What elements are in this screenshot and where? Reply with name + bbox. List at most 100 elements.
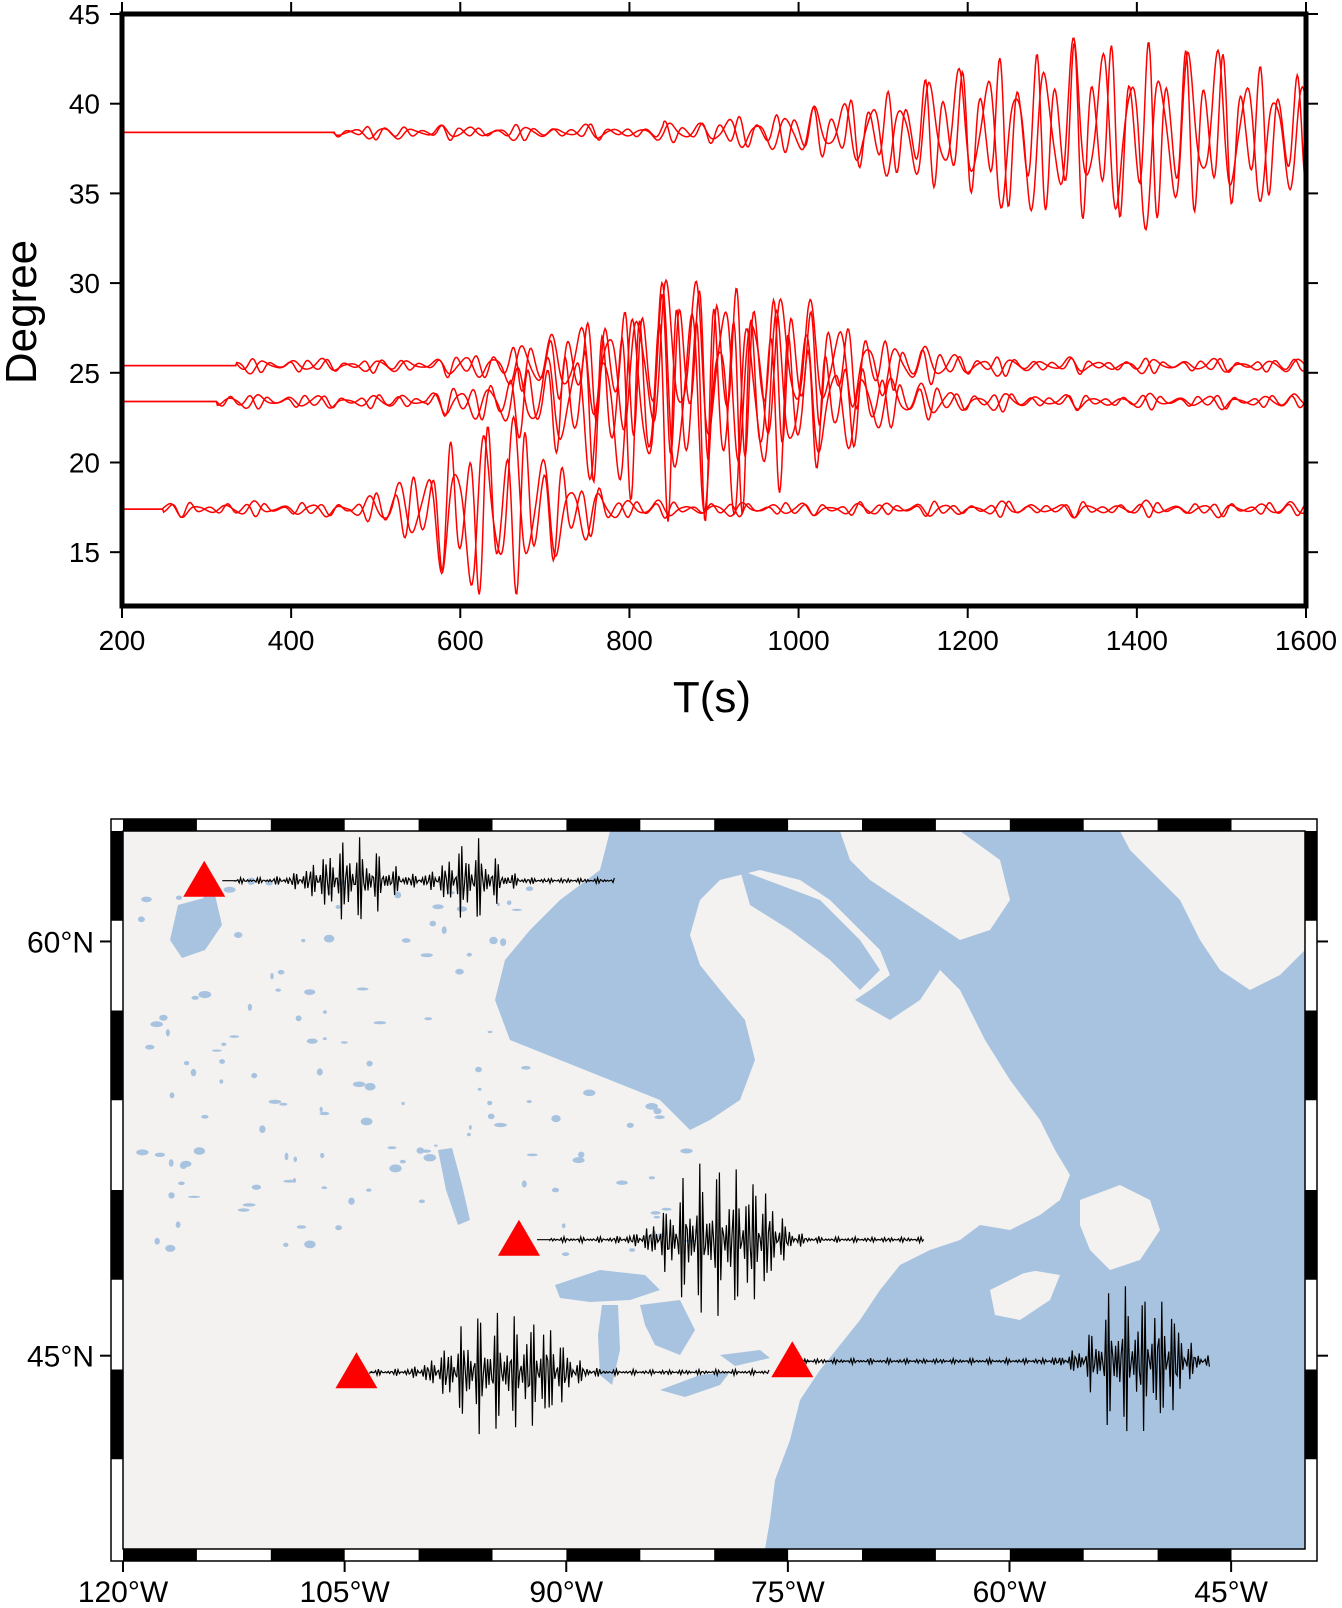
lake bbox=[187, 1195, 201, 1198]
y-tick-label: 35 bbox=[69, 178, 100, 209]
x-axis: 200 400 600 800 1000 1200 1400 1600 bbox=[99, 2, 1337, 656]
lake bbox=[654, 891, 662, 896]
lake bbox=[615, 1047, 623, 1051]
lake bbox=[150, 1021, 163, 1028]
lake bbox=[219, 1059, 226, 1064]
lake bbox=[424, 1017, 433, 1021]
lake bbox=[348, 1197, 355, 1205]
lake bbox=[201, 1114, 209, 1119]
lake bbox=[293, 1156, 298, 1163]
lake bbox=[175, 895, 183, 900]
lake bbox=[366, 1188, 372, 1192]
lake bbox=[500, 938, 507, 947]
lake bbox=[191, 995, 199, 1000]
frame-segment bbox=[862, 1549, 936, 1561]
lake bbox=[159, 1014, 168, 1021]
lake bbox=[141, 896, 152, 903]
lake bbox=[648, 1176, 656, 1180]
lake bbox=[321, 1186, 328, 1190]
lake bbox=[418, 1199, 425, 1204]
frame-segment bbox=[1305, 1010, 1317, 1101]
seismic-trace bbox=[122, 287, 1306, 460]
lake bbox=[521, 1180, 527, 1188]
lake bbox=[179, 1162, 188, 1169]
lake bbox=[432, 904, 444, 910]
nova-scotia bbox=[990, 1270, 1060, 1320]
lake bbox=[319, 1106, 323, 1113]
lake bbox=[624, 937, 633, 944]
frame-segment bbox=[123, 819, 197, 831]
lake bbox=[352, 1081, 366, 1088]
lake bbox=[183, 1061, 190, 1066]
lake bbox=[319, 1111, 330, 1116]
lake bbox=[145, 1044, 155, 1050]
lake bbox=[168, 1192, 175, 1199]
lake bbox=[661, 1207, 672, 1211]
map-seismogram bbox=[537, 1163, 925, 1316]
frame-segment bbox=[566, 819, 641, 831]
lake bbox=[399, 1159, 406, 1164]
frame-segment bbox=[1009, 1549, 1084, 1561]
lake bbox=[477, 1087, 482, 1091]
lake bbox=[275, 988, 282, 992]
lake bbox=[639, 962, 651, 969]
station-marker bbox=[497, 1219, 540, 1256]
frame-segment bbox=[270, 819, 345, 831]
lake-winnipeg bbox=[438, 1148, 470, 1225]
y-tick-label: 45 bbox=[69, 0, 100, 30]
lake bbox=[456, 906, 468, 912]
lake bbox=[154, 1237, 160, 1245]
y-tick-label: 20 bbox=[69, 447, 100, 478]
y-tick-label: 40 bbox=[69, 89, 100, 120]
lake bbox=[550, 938, 561, 943]
lake bbox=[364, 1082, 376, 1091]
x-tick-label: 1000 bbox=[767, 625, 829, 656]
lake bbox=[489, 936, 498, 945]
lake bbox=[340, 1041, 348, 1044]
seismogram-chart: 200 400 600 800 1000 1200 1400 1600 15 20 25 30 35 4… bbox=[0, 0, 1337, 722]
lake bbox=[211, 1049, 222, 1052]
lake bbox=[630, 960, 643, 966]
lake bbox=[671, 1081, 681, 1090]
seismic-trace bbox=[122, 280, 1306, 516]
y-tick-label: 25 bbox=[69, 358, 100, 389]
lake bbox=[387, 1146, 397, 1150]
map-seismograms bbox=[222, 837, 1210, 1435]
map-body bbox=[123, 831, 1305, 1549]
lake bbox=[551, 1187, 560, 1193]
lake bbox=[296, 1225, 307, 1229]
frame-segment bbox=[111, 1010, 123, 1101]
frame-segment bbox=[714, 819, 789, 831]
map-lon-label: 105°W bbox=[299, 1576, 390, 1608]
map-lon-label: 45°W bbox=[1194, 1576, 1268, 1608]
frame-segment bbox=[1305, 1190, 1317, 1280]
lake bbox=[578, 1151, 585, 1158]
lake bbox=[634, 1074, 644, 1083]
x-tick-label: 1400 bbox=[1106, 625, 1168, 656]
lake bbox=[645, 909, 656, 917]
small-lakes bbox=[136, 877, 703, 1256]
lake-superior bbox=[555, 1270, 660, 1302]
lake bbox=[251, 1184, 262, 1190]
lake bbox=[373, 1021, 387, 1025]
frame-segment bbox=[1009, 819, 1084, 831]
map-seismogram bbox=[794, 1286, 1210, 1432]
station-marker bbox=[771, 1341, 814, 1378]
lake-ontario bbox=[720, 1350, 770, 1366]
lake bbox=[429, 920, 437, 927]
lake bbox=[455, 968, 464, 975]
james-bay bbox=[685, 1000, 745, 1110]
map-lon-label: 75°W bbox=[751, 1576, 825, 1608]
lake bbox=[614, 879, 619, 883]
frame-segment bbox=[1157, 819, 1232, 831]
lake bbox=[562, 931, 575, 934]
lake bbox=[284, 1152, 289, 1161]
lake bbox=[165, 1029, 170, 1037]
frame-segment bbox=[714, 1549, 789, 1561]
lake bbox=[401, 938, 411, 943]
lake bbox=[292, 1178, 297, 1183]
lake bbox=[650, 1211, 661, 1215]
lake bbox=[561, 1223, 566, 1229]
lake bbox=[487, 1100, 493, 1106]
lake bbox=[487, 1030, 493, 1034]
